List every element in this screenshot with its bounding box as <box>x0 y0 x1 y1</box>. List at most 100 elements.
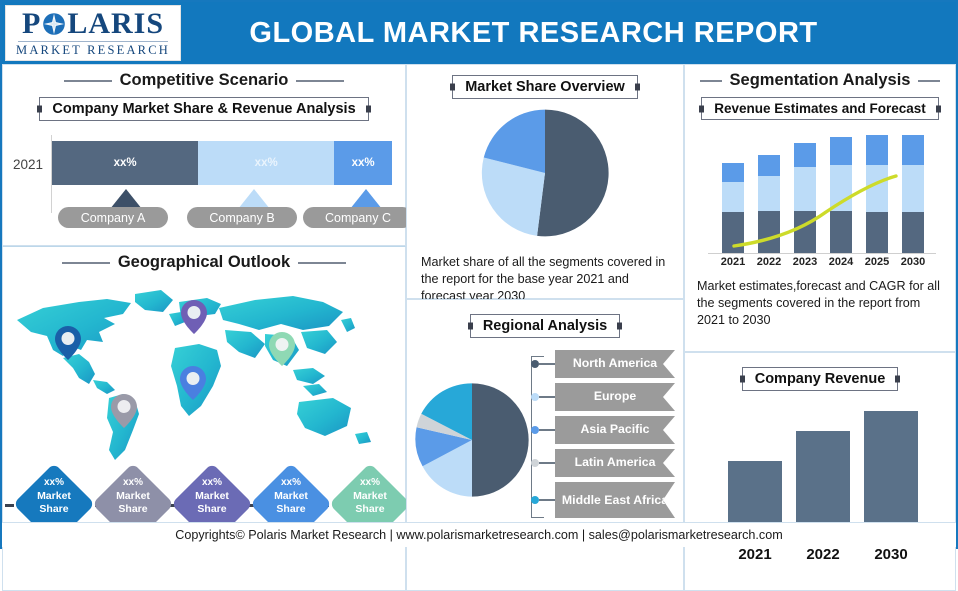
share-segment-a[interactable]: xx% <box>52 141 199 185</box>
europe-pin[interactable] <box>181 300 207 334</box>
bar-seg-a-2025 <box>866 211 888 253</box>
pie-slice-segment-1 <box>537 109 609 237</box>
pointer-company-b <box>238 189 270 209</box>
badge-label-2: xx% Market Share <box>94 477 172 516</box>
stacked-bar-2021[interactable] <box>722 163 744 253</box>
bar-seg-c-2022 <box>758 155 780 176</box>
pill-company-c[interactable]: Company C <box>303 207 413 228</box>
stacked-bar-2022[interactable] <box>758 155 780 253</box>
badge-line1-1: Market <box>37 489 71 502</box>
seg-year-2025: 2025 <box>864 256 890 268</box>
badge-line2-4: Share <box>276 502 306 515</box>
seg-year-2024: 2024 <box>828 256 854 268</box>
infographic-page: P LARIS MARKET RESEARCH GLOBAL MARKET RE… <box>0 0 958 549</box>
company-labels: Company A Company B Company C <box>13 207 413 229</box>
panel-regional-analysis: Regional Analysis <box>406 299 684 591</box>
segmentation-subtitle: Revenue Estimates and Forecast <box>701 97 939 120</box>
badge-line1-2: Market <box>116 489 150 502</box>
badge-pct-3: xx% <box>201 477 222 488</box>
legend-dot-asia-pacific <box>531 426 539 434</box>
panel-market-share-overview: Market Share Overview Market share of al… <box>406 64 684 303</box>
bar-seg-b-2023 <box>794 167 816 212</box>
seg-year-2021: 2021 <box>720 256 746 268</box>
regional-analysis-subtitle: Regional Analysis <box>469 314 621 338</box>
regional-legend-connector <box>531 356 544 518</box>
legend-item-asia-pacific[interactable]: Asia Pacific <box>531 416 681 444</box>
bar-seg-c-2021 <box>722 163 744 182</box>
cagr-trend-line <box>732 174 898 248</box>
legend-dot-latin-america <box>531 459 539 467</box>
company-revenue-subtitle: Company Revenue <box>741 367 899 391</box>
chart-axis <box>51 135 52 213</box>
title-rule-right <box>298 261 347 264</box>
pie-slice-middle-east-africa <box>421 383 472 440</box>
segmentation-note: Market estimates,forecast and CAGR for a… <box>697 279 940 327</box>
company-pointers <box>52 187 392 209</box>
share-segment-b[interactable]: xx% <box>198 141 335 185</box>
bar-seg-a-2030 <box>902 211 924 253</box>
badge-pct-4: xx% <box>280 477 301 488</box>
regional-analysis-pie[interactable] <box>413 376 531 504</box>
competitive-section-title: Competitive Scenario <box>3 71 405 90</box>
pie-slice-latin-america <box>416 413 472 440</box>
geographical-title-text: Geographical Outlook <box>117 253 291 271</box>
title-rule-left <box>63 79 112 82</box>
logo-tagline: MARKET RESEARCH <box>16 43 170 58</box>
pointer-company-a <box>110 189 142 209</box>
legend-lead-1 <box>539 363 555 365</box>
title-rule-right <box>918 79 941 82</box>
regional-legend: North America Europe Asia Pacific <box>531 350 681 523</box>
competitive-subtitle: Company Market Share & Revenue Analysis <box>39 97 369 121</box>
segmentation-section-title: Segmentation Analysis <box>685 71 955 90</box>
north-america-pin[interactable] <box>55 326 81 360</box>
badge-line2-1: Share <box>39 502 69 515</box>
regional-analysis-chart: North America Europe Asia Pacific <box>407 346 685 536</box>
legend-item-latin-america[interactable]: Latin America <box>531 449 681 477</box>
legend-lead-3 <box>539 429 555 431</box>
bar-seg-b-2025 <box>866 164 888 212</box>
segmentation-year-axis: 2021 2022 2023 2024 2025 2030 <box>700 256 940 272</box>
middle-east-pin[interactable] <box>180 366 206 400</box>
chart-year-label: 2021 <box>13 157 44 172</box>
bar-seg-a-2021 <box>722 211 744 253</box>
market-share-badges: xx% Market Share xx% Market Share xx% Ma… <box>3 462 412 546</box>
market-share-overview-subtitle: Market Share Overview <box>452 75 638 99</box>
logo-letters-laris: LARIS <box>67 7 165 41</box>
badge-label-1: xx% Market Share <box>15 477 93 516</box>
badge-line1-3: Market <box>195 489 229 502</box>
share-segment-c[interactable]: xx% <box>334 141 392 185</box>
revenue-bar-2030[interactable] <box>864 411 918 542</box>
badge-line1-5: Market <box>353 489 387 502</box>
legend-dot-north-america <box>531 360 539 368</box>
bar-seg-b-2022 <box>758 175 780 211</box>
stacked-bar-2023[interactable] <box>794 143 816 253</box>
asia-east-pin[interactable] <box>269 332 295 366</box>
badge-label-5: xx% Market Share <box>331 477 409 516</box>
stacked-bar-2025[interactable] <box>866 135 888 253</box>
pie-slice-asia-pacific <box>415 427 472 467</box>
market-share-overview-pie[interactable] <box>479 107 611 239</box>
badge-line1-4: Market <box>274 489 308 502</box>
badge-line2-2: Share <box>118 502 148 515</box>
pill-company-b[interactable]: Company B <box>187 207 297 228</box>
pill-company-a[interactable]: Company A <box>58 207 168 228</box>
segmentation-axis <box>708 253 936 254</box>
badge-label-4: xx% Market Share <box>252 477 330 516</box>
seg-year-2030: 2030 <box>900 256 926 268</box>
legend-item-europe[interactable]: Europe <box>531 383 681 411</box>
legend-item-middle-east-africa[interactable]: Middle East Africa <box>531 482 681 518</box>
bar-seg-c-2025 <box>866 135 888 165</box>
revenue-estimates-chart <box>700 126 940 254</box>
page-title: GLOBAL MARKET RESEARCH REPORT <box>249 16 818 49</box>
bar-seg-c-2023 <box>794 143 816 168</box>
legend-item-north-america[interactable]: North America <box>531 350 681 378</box>
seg-year-2022: 2022 <box>756 256 782 268</box>
south-america-pin[interactable] <box>111 394 137 428</box>
page-footer: Copyrights© Polaris Market Research | ww… <box>2 522 956 547</box>
seg-year-2023: 2023 <box>792 256 818 268</box>
bar-seg-b-2021 <box>722 181 744 212</box>
stacked-bar-2030[interactable] <box>902 135 924 253</box>
geographical-section-title: Geographical Outlook <box>3 253 405 272</box>
revenue-year-axis: 2021 2022 2030 <box>700 546 940 566</box>
legend-label-north-america: North America <box>555 350 675 378</box>
